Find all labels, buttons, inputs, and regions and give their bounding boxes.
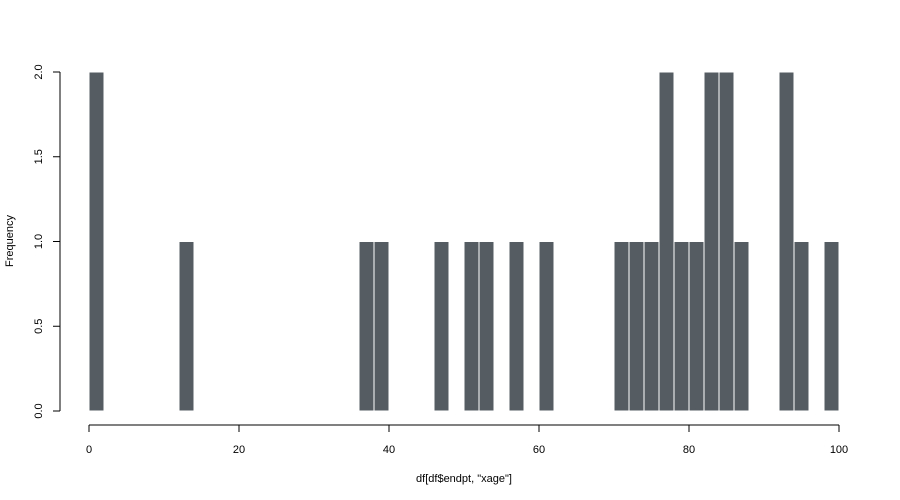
y-tick-label: 1.5 <box>33 149 45 164</box>
histogram-bar-12 <box>658 71 675 412</box>
histogram-bar-18 <box>778 71 795 412</box>
histogram-bar-8 <box>538 241 555 412</box>
x-tick-label: 100 <box>830 444 848 456</box>
bars-group <box>88 71 840 412</box>
x-tick-label: 40 <box>383 444 395 456</box>
histogram-bar-16 <box>718 71 735 412</box>
y-tick-label: 2.0 <box>33 64 45 79</box>
histogram-bar-7 <box>508 241 525 412</box>
histogram-bar-4 <box>433 241 450 412</box>
x-tick-label: 20 <box>233 444 245 456</box>
histogram-bar-9 <box>613 241 630 412</box>
histogram-bar-5 <box>463 241 480 412</box>
histogram-bar-10 <box>628 241 645 412</box>
histogram-bar-1 <box>178 241 195 412</box>
y-tick-label: 1.0 <box>33 234 45 249</box>
histogram-bar-2 <box>358 241 375 412</box>
x-axis: 0 20 40 60 80 100 <box>86 424 848 456</box>
histogram-bar-3 <box>373 241 390 412</box>
y-tick-label: 0.5 <box>33 319 45 334</box>
y-axis-label: Frequency <box>4 215 16 267</box>
x-tick-label: 80 <box>683 444 695 456</box>
x-tick-label: 60 <box>533 444 545 456</box>
histogram-bar-14 <box>688 241 705 412</box>
histogram-bar-17 <box>733 241 750 412</box>
histogram-bar-0 <box>88 71 105 412</box>
y-axis: 0.0 0.5 1.0 1.5 2.0 <box>33 64 61 419</box>
histogram-bar-20 <box>823 241 840 412</box>
histogram-bar-15 <box>703 71 720 412</box>
x-tick-label: 0 <box>86 444 92 456</box>
histogram-bar-19 <box>793 241 810 412</box>
histogram-bar-13 <box>673 241 690 412</box>
y-tick-label: 0.0 <box>33 403 45 418</box>
histogram-bar-11 <box>643 241 660 412</box>
histogram-bar-6 <box>478 241 495 412</box>
x-axis-label: df[df$endpt, "xage"] <box>416 473 512 485</box>
